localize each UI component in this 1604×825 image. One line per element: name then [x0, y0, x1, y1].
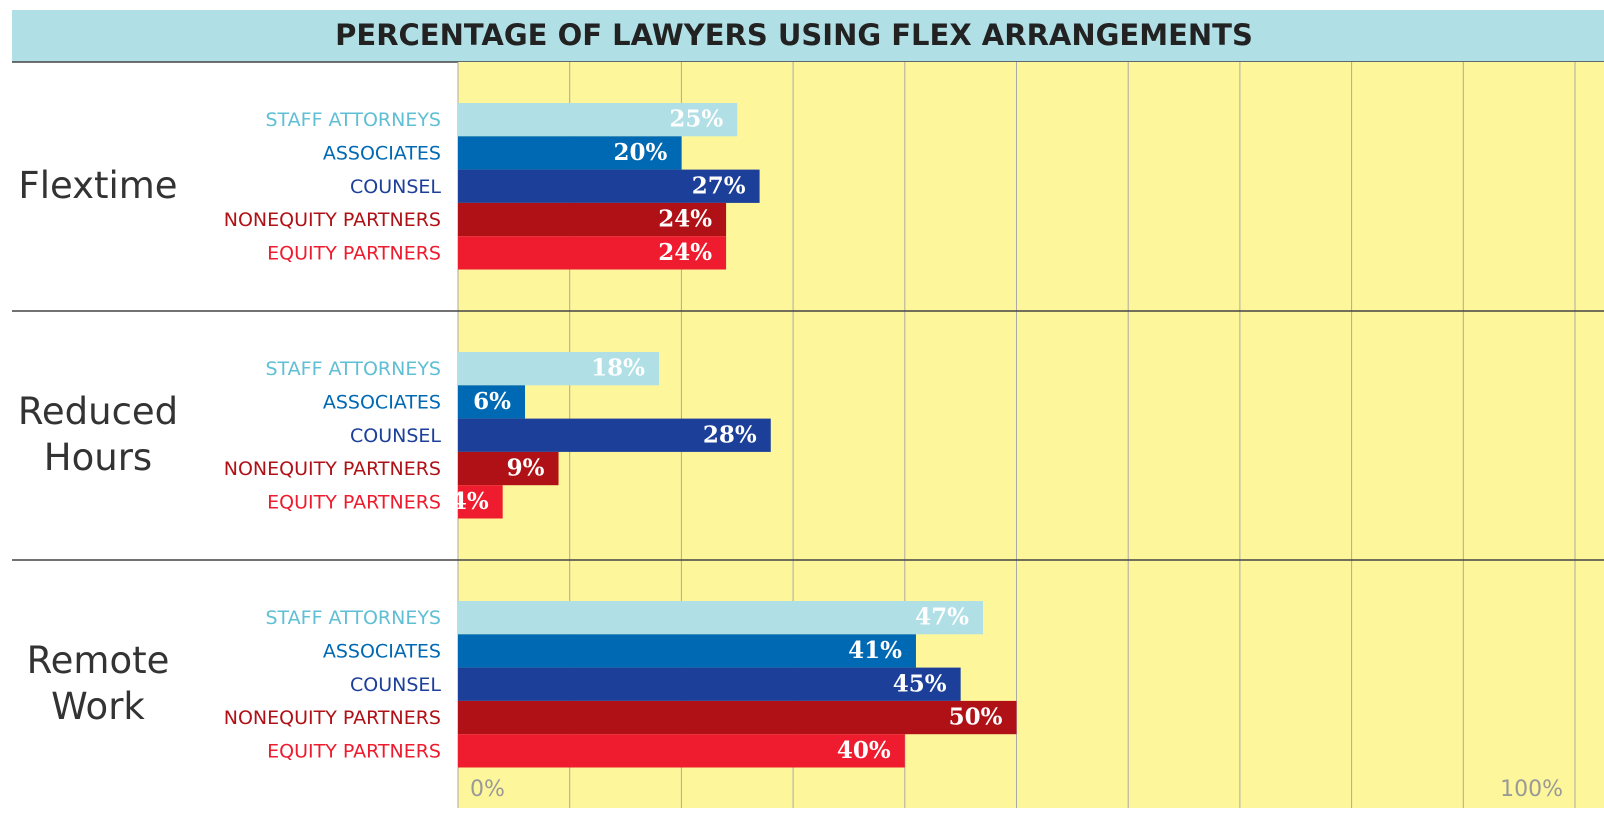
bar: [458, 734, 905, 768]
value-label: 18%: [591, 355, 645, 382]
value-label: 6%: [473, 388, 511, 415]
bar: [458, 667, 961, 701]
series-label: NONEQUITY PARTNERS: [224, 458, 441, 480]
series-label: COUNSEL: [350, 425, 441, 447]
series-label: EQUITY PARTNERS: [267, 242, 441, 264]
bar: [458, 169, 760, 203]
value-label: 41%: [848, 637, 902, 664]
series-label: STAFF ATTORNEYS: [265, 607, 441, 629]
value-label: 40%: [837, 737, 891, 764]
value-label: 27%: [692, 172, 746, 199]
value-label: 28%: [703, 421, 757, 448]
group-label: Remote Work: [26, 639, 170, 729]
series-label: ASSOCIATES: [323, 391, 441, 413]
value-label: 4%: [451, 488, 489, 515]
title-band: [12, 10, 1604, 62]
series-label: STAFF ATTORNEYS: [265, 358, 441, 380]
series-label: COUNSEL: [350, 674, 441, 696]
bar: [458, 418, 771, 452]
group-label: Flextime: [18, 164, 178, 208]
bar: [458, 236, 727, 270]
value-label: 24%: [658, 239, 712, 266]
value-label: 50%: [949, 704, 1003, 731]
series-label: STAFF ATTORNEYS: [265, 109, 441, 131]
series-label: EQUITY PARTNERS: [267, 740, 441, 762]
bar: [458, 634, 916, 668]
value-label: 20%: [614, 139, 668, 166]
bar: [458, 451, 559, 486]
value-label: 9%: [507, 455, 545, 482]
series-label: COUNSEL: [350, 176, 441, 198]
series-label: ASSOCIATES: [323, 142, 441, 164]
series-label: NONEQUITY PARTNERS: [224, 707, 441, 729]
bar: [458, 352, 660, 386]
bar: [458, 136, 682, 170]
group-label: Reduced Hours: [17, 390, 179, 480]
bar: [458, 601, 983, 635]
series-label: NONEQUITY PARTNERS: [224, 209, 441, 231]
value-label: 25%: [669, 106, 723, 133]
bar: [458, 202, 727, 237]
x-tick-label: 100%: [1500, 777, 1563, 802]
bar: [458, 385, 526, 419]
bar: [458, 700, 1017, 735]
series-label: ASSOCIATES: [323, 640, 441, 662]
x-tick-label: 0%: [470, 777, 505, 802]
value-label: 45%: [893, 670, 947, 697]
chart-title: PERCENTAGE OF LAWYERS USING FLEX ARRANGE…: [335, 18, 1253, 52]
bar: [458, 485, 503, 519]
series-label: EQUITY PARTNERS: [267, 491, 441, 513]
value-label: 24%: [658, 206, 712, 233]
bar: [458, 103, 738, 137]
value-label: 47%: [915, 604, 969, 631]
